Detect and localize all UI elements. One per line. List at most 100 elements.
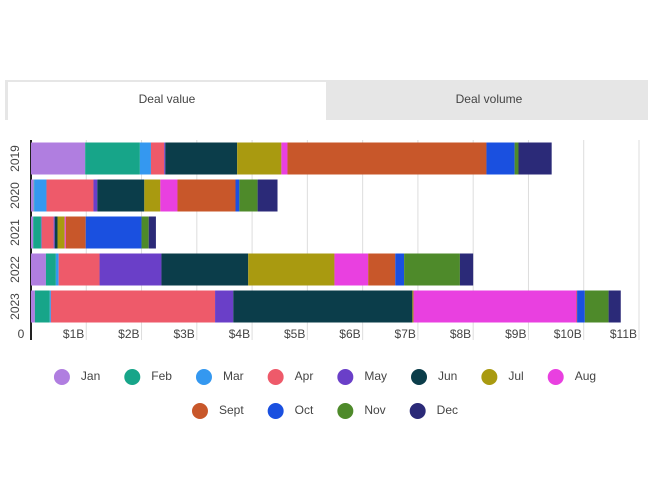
legend-label: Oct xyxy=(295,403,314,417)
bar-segment xyxy=(486,142,515,175)
tab[interactable]: Deal volume xyxy=(456,92,523,106)
bar-segment xyxy=(65,216,86,249)
legend-swatch xyxy=(124,369,141,385)
x-tick-label: $5B xyxy=(284,327,305,341)
legend-item: Mar xyxy=(195,369,244,385)
bar-segment xyxy=(50,290,216,323)
x-tick-label: $4B xyxy=(229,327,250,341)
bar-segment xyxy=(31,290,35,323)
tab-label[interactable]: Deal value xyxy=(139,92,196,106)
y-tick-label: 2022 xyxy=(8,256,22,283)
legend-label: Jan xyxy=(81,369,100,383)
bar-segment xyxy=(148,216,156,249)
legend-label: Feb xyxy=(151,369,172,383)
bar-segment xyxy=(46,179,94,212)
tab-label[interactable]: Deal volume xyxy=(456,92,523,106)
bar-segment xyxy=(161,253,249,286)
bar-segment xyxy=(33,216,41,249)
y-tick-label: 2023 xyxy=(8,293,22,320)
bar-segment xyxy=(177,179,236,212)
bar-segment xyxy=(53,216,55,249)
bar-segment xyxy=(33,179,35,212)
legend-item: May xyxy=(337,369,387,385)
bar-segment xyxy=(287,142,487,175)
bar-segment xyxy=(40,216,42,249)
legend-swatch xyxy=(409,403,426,419)
legend-label: Sept xyxy=(219,403,244,417)
legend-label: May xyxy=(364,369,387,383)
legend-item: Aug xyxy=(547,369,596,385)
x-tick-label: $6B xyxy=(339,327,360,341)
bar-segment xyxy=(54,216,58,249)
bar-segment xyxy=(31,253,46,286)
bar-segment xyxy=(518,142,552,175)
bar-segment xyxy=(31,142,86,175)
bar-segment xyxy=(239,179,258,212)
bar-segment xyxy=(334,253,369,286)
bar-segment xyxy=(281,142,288,175)
tab[interactable]: Deal value xyxy=(8,82,326,120)
bar-segment xyxy=(31,179,34,212)
legend-label: Jul xyxy=(508,369,523,383)
bar-segment xyxy=(257,179,278,212)
x-tick-label: $9B xyxy=(505,327,526,341)
bar-segment xyxy=(58,253,100,286)
x-tick-label: $3B xyxy=(173,327,194,341)
x-tick-label: $2B xyxy=(118,327,139,341)
legend-label: Jun xyxy=(438,369,457,383)
legend-swatch xyxy=(411,369,428,385)
legend-item: Nov xyxy=(337,403,386,419)
bar-segment xyxy=(45,253,56,286)
bar-segment xyxy=(139,142,151,175)
legend-swatch xyxy=(53,369,70,385)
legend-swatch xyxy=(267,403,284,419)
bar-segment xyxy=(164,142,166,175)
legend-label: Mar xyxy=(223,369,244,383)
legend-swatch xyxy=(337,403,354,419)
bar-segment xyxy=(93,179,98,212)
legend-swatch xyxy=(191,403,208,419)
bar-segment xyxy=(85,216,142,249)
legend-item: Jun xyxy=(411,369,457,385)
bar-segment xyxy=(165,142,238,175)
legend-swatch xyxy=(547,369,564,385)
legend-item: Sept xyxy=(191,403,244,419)
legend-item: Apr xyxy=(267,369,314,385)
legend-label: Nov xyxy=(364,403,385,417)
legend-label: Dec xyxy=(437,403,458,417)
legend-label: Apr xyxy=(295,369,314,383)
legend-swatch xyxy=(195,369,212,385)
bar-segment xyxy=(99,253,162,286)
y-tick-label: 2020 xyxy=(8,182,22,209)
bar-segment xyxy=(34,290,50,323)
bar-segment xyxy=(64,216,66,249)
bar-segment xyxy=(41,216,54,249)
x-tick-label: $10B xyxy=(554,327,582,341)
bar-segment xyxy=(412,290,414,323)
bar-segment xyxy=(85,142,140,175)
bar-segment xyxy=(237,142,282,175)
bar-segment xyxy=(577,290,585,323)
bar-segment xyxy=(404,253,460,286)
bar-segment xyxy=(514,142,519,175)
bar-segment xyxy=(413,290,577,323)
bar-segment xyxy=(31,216,34,249)
bar-segment xyxy=(584,290,609,323)
y-tick-label: 2019 xyxy=(8,145,22,172)
y-tick-label: 2021 xyxy=(8,219,22,246)
legend-item: Oct xyxy=(267,403,314,419)
bar-segment xyxy=(160,179,178,212)
legend-swatch xyxy=(481,369,498,385)
legend-item: Jul xyxy=(481,369,524,385)
x-tick-label: 0 xyxy=(18,327,25,341)
x-tick-label: $8B xyxy=(450,327,471,341)
x-tick-label: $7B xyxy=(395,327,416,341)
x-tick-label: $1B xyxy=(63,327,84,341)
legend-label: Aug xyxy=(575,369,596,383)
bar-segment xyxy=(235,179,240,212)
x-tick-label: $11B xyxy=(610,327,637,341)
legend-item: Feb xyxy=(124,369,172,385)
bar-segment xyxy=(150,142,165,175)
